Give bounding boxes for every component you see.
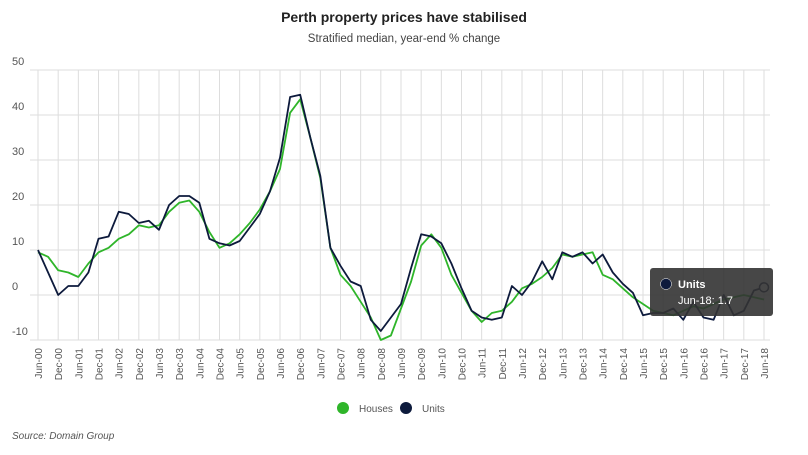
x-tick-label: Dec-17 [740, 348, 751, 381]
x-tick-label: Jun-18 [760, 348, 771, 379]
x-tick-label: Jun-10 [437, 348, 448, 379]
tooltip-title: Units [678, 279, 706, 291]
x-tick-label: Dec-00 [54, 348, 65, 381]
legend-marker [337, 402, 349, 414]
x-tick-label: Dec-01 [95, 348, 106, 381]
x-tick-label: Jun-05 [236, 348, 247, 379]
chart-subtitle: Stratified median, year-end % change [308, 33, 500, 45]
x-tick-label: Jun-08 [357, 348, 368, 379]
y-tick-label: 10 [12, 236, 24, 248]
x-tick-label: Dec-15 [659, 348, 670, 381]
y-tick-label: 50 [12, 56, 24, 68]
x-tick-label: Jun-02 [115, 348, 126, 379]
y-tick-label: 20 [12, 191, 24, 203]
x-tick-label: Dec-06 [296, 348, 307, 381]
x-tick-label: Jun-13 [558, 348, 569, 379]
series-line [37, 98, 765, 341]
x-tick-label: Dec-14 [619, 348, 630, 381]
x-tick-label: Jun-04 [195, 348, 206, 379]
x-tick-label: Dec-09 [417, 348, 428, 381]
x-tick-label: Dec-04 [216, 348, 227, 381]
x-tick-label: Jun-17 [720, 348, 731, 379]
tooltip-marker [660, 278, 672, 290]
tooltip-text: Jun-18: 1.7 [678, 295, 733, 307]
legend-marker [400, 402, 412, 414]
chart-title: Perth property prices have stabilised [281, 9, 527, 25]
x-tick-label: Jun-03 [155, 348, 166, 379]
legend-label: Houses [359, 404, 393, 415]
x-tick-label: Dec-13 [579, 348, 590, 381]
series-line [37, 93, 765, 332]
x-tick-label: Jun-01 [74, 348, 85, 379]
x-tick-label: Dec-03 [175, 348, 186, 381]
legend-label: Units [422, 404, 445, 415]
x-tick-label: Dec-05 [256, 348, 267, 381]
x-tick-label: Dec-12 [538, 348, 549, 381]
source: Source: Domain Group [12, 431, 115, 442]
x-tick-label: Jun-09 [397, 348, 408, 379]
y-tick-label: 30 [12, 146, 24, 158]
x-tick-label: Jun-11 [478, 348, 489, 378]
x-tick-label: Jun-16 [679, 348, 690, 379]
x-tick-label: Dec-16 [700, 348, 711, 381]
x-tick-label: Dec-10 [458, 348, 469, 381]
x-tick-label: Jun-12 [518, 348, 529, 379]
x-tick-label: Dec-08 [377, 348, 388, 381]
x-tick-label: Jun-15 [639, 348, 650, 379]
x-tick-label: Dec-02 [135, 348, 146, 381]
x-tick-label: Dec-11 [498, 348, 509, 380]
x-tick-label: Jun-07 [316, 348, 327, 379]
y-tick-label: 40 [12, 101, 24, 113]
tooltip-box [650, 268, 773, 316]
y-tick-label: 0 [12, 281, 18, 293]
y-tick-label: -10 [12, 326, 28, 338]
x-tick-label: Dec-07 [337, 348, 348, 381]
x-tick-label: Jun-06 [276, 348, 287, 379]
x-tick-label: Jun-14 [599, 348, 610, 379]
x-tick-label: Jun-00 [34, 348, 45, 379]
